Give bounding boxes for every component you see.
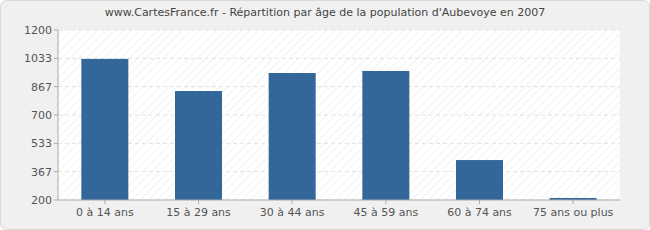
bar (175, 91, 222, 200)
x-tick (104, 200, 105, 204)
bars (81, 59, 596, 200)
bar (456, 160, 503, 200)
y-axis (58, 30, 59, 200)
y-tick-label: 533 (31, 137, 52, 150)
x-tick-label: 45 à 59 ans (353, 206, 418, 219)
x-tick-label: 75 ans ou plus (533, 206, 614, 219)
x-tick (573, 200, 574, 204)
x-tick (385, 200, 386, 204)
y-tick (54, 171, 58, 172)
bar (362, 71, 409, 200)
y-tick (54, 30, 58, 31)
grid-line (58, 171, 620, 172)
y-tick (54, 200, 58, 201)
y-tick-label: 867 (31, 81, 52, 94)
bar (269, 73, 316, 200)
grid-line (58, 58, 620, 59)
title: www.CartesFrance.fr - Répartition par âg… (105, 6, 546, 19)
y-tick (54, 86, 58, 87)
y-tick-label: 700 (31, 109, 52, 122)
background (1, 1, 650, 230)
x-tick-label: 15 à 29 ans (166, 206, 231, 219)
chart-svg: www.CartesFrance.fr - Répartition par âg… (0, 0, 650, 230)
plot-area (58, 30, 620, 200)
y-tick-label: 367 (31, 166, 52, 179)
x-tick-label: 30 à 44 ans (260, 206, 325, 219)
y-tick-label: 1033 (24, 52, 52, 65)
x-axis (58, 200, 620, 201)
grid-line (58, 115, 620, 116)
bar (81, 59, 128, 200)
grid-line (58, 86, 620, 87)
chart-container: www.CartesFrance.fr - Répartition par âg… (0, 0, 650, 230)
grid-line (58, 143, 620, 144)
x-tick-label: 60 à 74 ans (447, 206, 512, 219)
x-tick (292, 200, 293, 204)
y-tick (54, 115, 58, 116)
x-tick (198, 200, 199, 204)
grid-line (58, 30, 620, 31)
grid-line (58, 200, 620, 201)
x-tick-label: 0 à 14 ans (76, 206, 134, 219)
y-tick (54, 143, 58, 144)
x-tick (479, 200, 480, 204)
y-tick (54, 58, 58, 59)
y-tick-label: 1200 (24, 24, 52, 37)
y-tick-label: 200 (31, 194, 52, 207)
